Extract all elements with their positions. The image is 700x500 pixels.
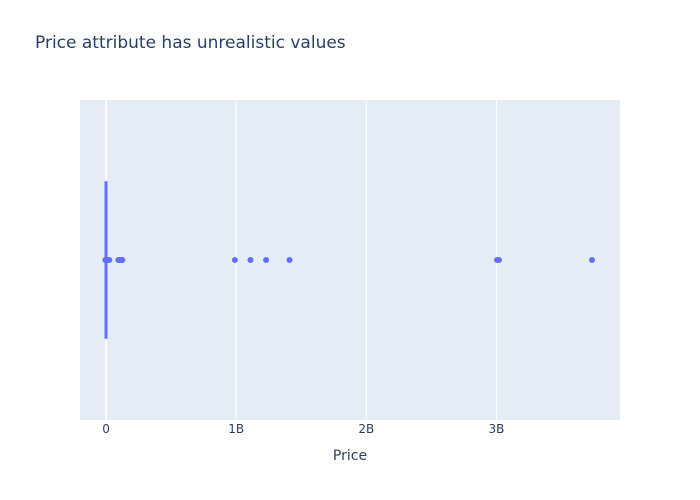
x-tick-label: 1B: [228, 422, 244, 436]
outlier-point: [247, 257, 254, 263]
outlier-point: [106, 257, 113, 263]
outlier-points: [102, 257, 596, 263]
x-tick-label: 3B: [488, 422, 504, 436]
outlier-point: [231, 257, 238, 263]
x-tick-label: 2B: [358, 422, 374, 436]
x-tick-label: 0: [102, 422, 110, 436]
outlier-point: [263, 257, 270, 263]
plot-area: [80, 100, 620, 420]
x-axis-title: Price: [333, 448, 367, 464]
outlier-point: [119, 257, 126, 263]
outlier-point: [495, 257, 502, 263]
x-axis-ticks: 0 1B 2B 3B: [102, 422, 504, 436]
outlier-point: [589, 257, 596, 263]
chart-title: Price attribute has unrealistic values: [35, 33, 346, 53]
outlier-point: [286, 257, 293, 263]
